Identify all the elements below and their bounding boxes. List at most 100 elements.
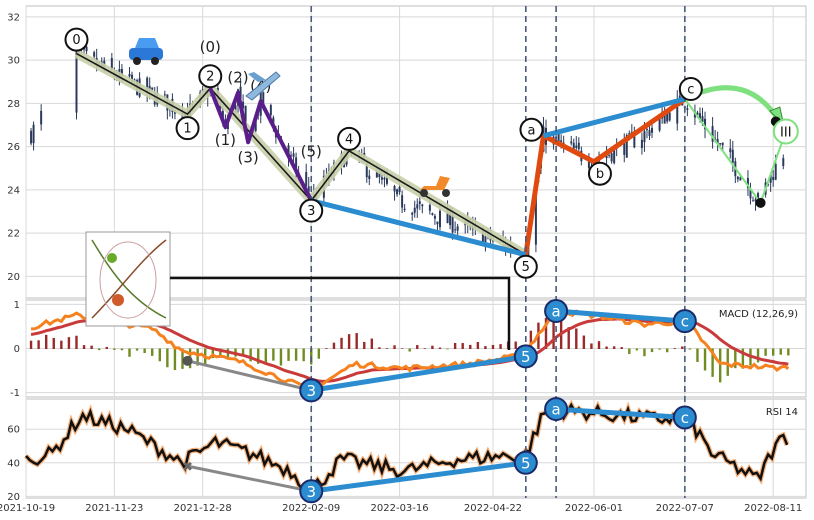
rsi-y-tick-label: 40 — [7, 458, 20, 469]
inset-ellipse — [99, 241, 157, 319]
candle-body — [701, 116, 704, 122]
macd-histogram-bar — [325, 348, 328, 349]
macd-histogram-bar — [302, 348, 305, 362]
macd-histogram-bar — [438, 347, 442, 349]
candle-body — [572, 142, 575, 149]
macd-histogram-bar — [446, 348, 449, 350]
macd-histogram-bar — [787, 348, 790, 356]
rsi-divergence-line — [187, 464, 312, 493]
macd-histogram-bar — [257, 348, 260, 364]
candle-body — [698, 113, 701, 119]
car-body — [129, 48, 163, 60]
macd-histogram-bar — [567, 327, 570, 349]
candle-body — [295, 157, 298, 174]
candle-body — [666, 113, 669, 122]
candle-body — [433, 215, 436, 219]
candle-body — [451, 214, 454, 233]
macd-histogram-bar — [37, 340, 40, 349]
candle-body — [378, 172, 381, 178]
candle-body — [431, 213, 434, 215]
candle-body — [729, 148, 732, 153]
macd-histogram-bar — [582, 335, 586, 349]
subwave-label: (2) — [227, 69, 248, 87]
candle-body — [577, 142, 580, 150]
wave-label: 1 — [183, 122, 191, 137]
macd-histogram-bar — [476, 342, 480, 349]
macd-histogram-bar — [590, 343, 593, 349]
macd-line — [31, 309, 790, 392]
rsi-marker-circle — [544, 397, 569, 422]
candle-body — [234, 105, 237, 114]
rsi-panel-title: RSI 14 — [766, 407, 798, 418]
airplane-wing — [248, 72, 266, 82]
candle-body — [678, 95, 681, 98]
macd-histogram-bar — [113, 348, 116, 350]
macd-histogram-bar — [82, 345, 86, 349]
candle-body — [398, 186, 401, 193]
macd-histogram-bar — [143, 348, 146, 353]
macd-histogram-bar — [128, 348, 131, 357]
macd-histogram-bar — [718, 348, 722, 383]
wave-label-circle — [337, 126, 362, 151]
macd-histogram-bar — [552, 310, 555, 349]
candle-body — [421, 204, 424, 207]
macd-histogram-bar — [370, 338, 374, 349]
rsi-marker-label: a — [551, 401, 560, 419]
wave-label: a — [527, 123, 535, 138]
candle-body — [438, 210, 441, 228]
subwave-label: (0) — [200, 38, 221, 56]
inset-curve — [91, 239, 167, 319]
macd-marker-circle — [672, 309, 697, 334]
candle-body — [648, 130, 651, 136]
candle-body — [623, 142, 626, 155]
x-tick-label: 2022-08-11 — [744, 503, 802, 514]
macd-histogram-bar — [681, 346, 684, 349]
macd-histogram-bar — [249, 348, 252, 362]
macd-marker-label: 5 — [521, 348, 531, 366]
rsi-marker-label: 5 — [521, 454, 531, 472]
macd-histogram-bar — [703, 348, 707, 371]
candle-body — [269, 105, 272, 116]
candle-body — [751, 200, 754, 202]
candle-body — [562, 142, 565, 144]
candle-body — [754, 199, 757, 202]
candle-body — [383, 177, 386, 180]
macd-histogram-bar — [264, 348, 268, 365]
candle-body — [769, 174, 772, 183]
candle-body — [75, 47, 78, 113]
scooter-wheel — [420, 189, 428, 197]
candle-body — [749, 188, 752, 199]
macd-histogram-bar — [241, 348, 245, 357]
macd-histogram-bar — [75, 335, 78, 349]
subwave-label: (3) — [238, 148, 259, 166]
macd-histogram-bar — [173, 348, 177, 371]
candle-body — [403, 208, 406, 210]
macd-marker-label: c — [681, 313, 689, 331]
scooter-icon — [420, 176, 450, 197]
candle-body — [131, 74, 134, 83]
macd-histogram-bar — [393, 345, 396, 349]
candle-body — [290, 155, 293, 157]
price-y-tick-label: 30 — [7, 56, 20, 67]
inset-blob — [107, 253, 117, 263]
candle-body — [481, 228, 484, 246]
macd-histogram-bar — [340, 337, 343, 349]
rsi-marker-label: c — [681, 409, 689, 427]
macd-histogram-bar — [612, 346, 616, 349]
candle-body — [774, 163, 777, 180]
candle-body — [428, 204, 431, 211]
price-y-tick-label: 22 — [7, 229, 20, 240]
candle-body — [686, 108, 689, 110]
subwave-line — [208, 87, 314, 202]
macd-histogram-bar — [355, 333, 358, 349]
x-tick-label: 2022-07-07 — [656, 503, 714, 514]
macd-histogram-bar — [272, 348, 275, 361]
macd-histogram-bar — [575, 328, 578, 349]
price-y-tick-label: 26 — [7, 142, 20, 153]
candle-body — [365, 161, 368, 178]
candle-body — [163, 94, 166, 96]
macd-histogram-bar — [771, 348, 775, 356]
price-trend-line — [542, 96, 686, 139]
car-icon — [129, 38, 163, 65]
